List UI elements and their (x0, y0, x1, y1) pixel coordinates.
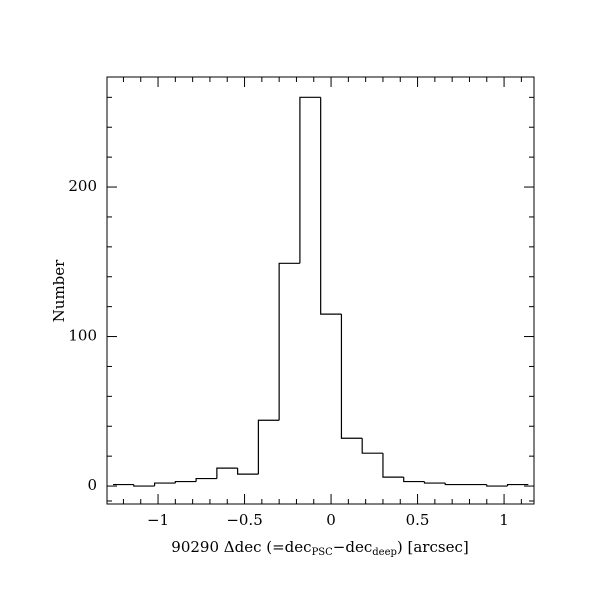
x-label-sub: PSC (312, 547, 334, 558)
y-tick-label: 0 (87, 476, 97, 494)
x-axis-label: 90290 Δdec (=decPSC−decdeep) [arcsec] (171, 538, 468, 558)
histogram-bar (237, 468, 259, 475)
histogram-bar (320, 97, 342, 315)
histogram-bar (340, 314, 363, 439)
y-axis-label: Number (50, 259, 68, 322)
x-label-part: −dec (333, 538, 372, 556)
x-tick-label: 0 (326, 511, 336, 529)
x-label-sub: deep (372, 547, 397, 558)
histogram-bar (278, 262, 300, 421)
plot-frame (106, 76, 535, 505)
y-tick-label: 100 (68, 327, 97, 345)
histogram-bar (444, 483, 467, 486)
histogram-bar (506, 483, 529, 487)
histogram-bar (257, 419, 280, 475)
histogram-bar (133, 484, 155, 487)
x-tick-label: 1 (499, 511, 509, 529)
histogram-bar (486, 484, 508, 487)
histogram-bar (382, 453, 404, 478)
histogram-bar (174, 480, 197, 484)
x-tick-label: −1 (147, 511, 169, 529)
histogram-bar (423, 481, 446, 484)
y-tick-label: 200 (68, 177, 97, 195)
histogram-bar (403, 477, 425, 483)
histogram-bar (195, 477, 217, 482)
histogram-bar (299, 96, 321, 264)
x-tick-label: 0.5 (406, 511, 430, 529)
histogram-bar (361, 438, 383, 454)
histogram-bar (153, 482, 176, 487)
x-label-part: 90290 Δdec (=dec (171, 538, 311, 556)
histogram-bar (216, 467, 238, 479)
x-label-part: ) [arcsec] (397, 538, 469, 556)
x-tick-label: −0.5 (226, 511, 262, 529)
